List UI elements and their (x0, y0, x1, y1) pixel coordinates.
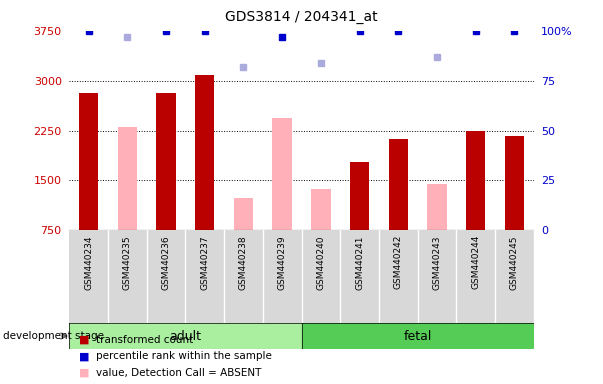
Bar (108, 230, 147, 323)
Bar (156, 93, 175, 230)
Bar (234, 199, 253, 230)
Bar (147, 230, 186, 323)
Bar (302, 230, 340, 323)
Text: GSM440236: GSM440236 (162, 235, 171, 290)
Text: GSM440245: GSM440245 (510, 235, 519, 290)
Text: GSM440240: GSM440240 (317, 235, 326, 290)
Text: GSM440239: GSM440239 (277, 235, 286, 290)
Text: GSM440234: GSM440234 (84, 235, 93, 290)
Text: percentile rank within the sample: percentile rank within the sample (96, 351, 273, 361)
Bar (428, 184, 447, 230)
Bar (195, 75, 215, 230)
Text: GSM440244: GSM440244 (471, 235, 480, 290)
Text: GSM440235: GSM440235 (123, 235, 132, 290)
Text: development stage: development stage (3, 331, 104, 341)
Text: GSM440241: GSM440241 (355, 235, 364, 290)
Bar (69, 323, 302, 349)
Bar (417, 230, 456, 323)
Bar (69, 230, 108, 323)
Bar (311, 189, 330, 230)
Text: GSM440237: GSM440237 (200, 235, 209, 290)
Bar (118, 127, 137, 230)
Text: adult: adult (169, 329, 201, 343)
Text: fetal: fetal (403, 329, 432, 343)
Bar (263, 230, 302, 323)
Bar (495, 230, 534, 323)
Text: value, Detection Call = ABSENT: value, Detection Call = ABSENT (96, 368, 262, 378)
Bar (388, 139, 408, 230)
Text: GSM440238: GSM440238 (239, 235, 248, 290)
Bar (79, 93, 98, 230)
Text: transformed count: transformed count (96, 335, 194, 345)
Text: GSM440242: GSM440242 (394, 235, 403, 290)
Bar (456, 230, 495, 323)
Text: GSM440243: GSM440243 (432, 235, 441, 290)
Bar (379, 230, 417, 323)
Bar (505, 136, 524, 230)
Text: ■: ■ (79, 351, 90, 361)
Bar (302, 323, 534, 349)
Bar (466, 131, 485, 230)
Bar (273, 118, 292, 230)
Text: ■: ■ (79, 368, 90, 378)
Bar (350, 162, 369, 230)
Bar (224, 230, 263, 323)
Text: ■: ■ (79, 335, 90, 345)
Bar (186, 230, 224, 323)
Bar (340, 230, 379, 323)
Text: GDS3814 / 204341_at: GDS3814 / 204341_at (225, 10, 378, 23)
